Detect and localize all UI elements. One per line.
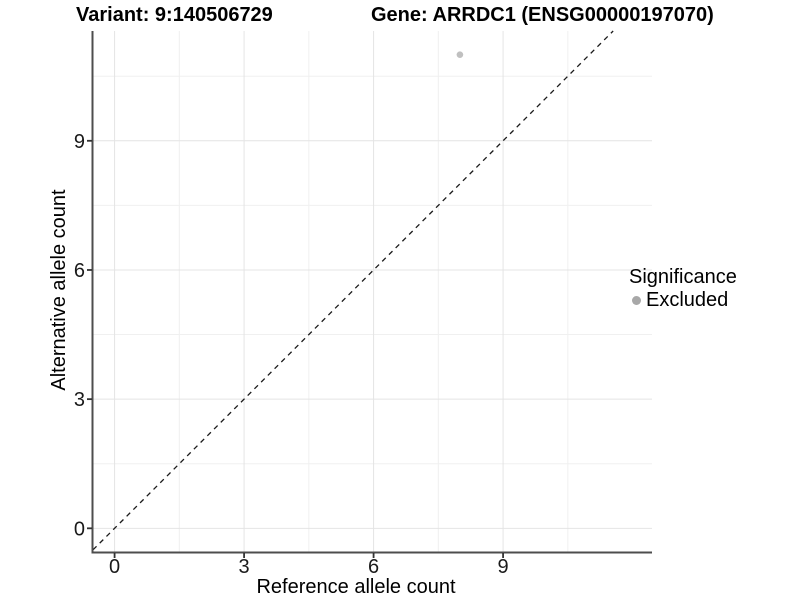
y-tick-label: 9 [74,131,85,153]
excluded-point-icon [632,295,641,305]
plot-title-gene: Gene: ARRDC1 (ENSG00000197070) [371,4,714,26]
legend-item-excluded: Excluded [629,289,737,311]
legend: Significance Excluded [629,266,737,311]
y-axis-title: Alternative allele count [48,189,70,391]
x-tick-label: 0 [109,556,120,578]
plot-title-variant: Variant: 9:140506729 [76,4,273,26]
y-tick-label: 6 [74,260,85,282]
x-tick-label: 3 [239,556,250,578]
y-tick-label: 3 [74,389,85,411]
x-tick-label: 9 [498,556,509,578]
legend-title: Significance [629,266,737,288]
x-tick-label: 6 [368,556,379,578]
x-axis-title: Reference allele count [256,576,456,598]
identity-line [92,30,614,551]
data-point [456,51,464,58]
legend-item-label: Excluded [646,289,729,311]
y-tick-label: 0 [74,518,85,540]
